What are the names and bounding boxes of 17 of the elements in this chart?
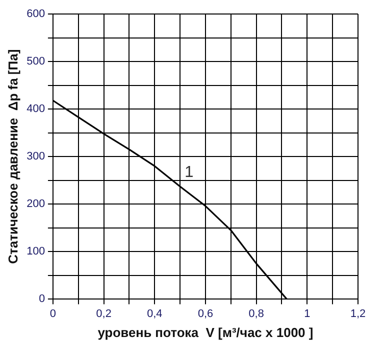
y-tick-label: 0 [38, 293, 45, 306]
y-tick-label: 200 [26, 198, 45, 210]
x-tick-label: 0,4 [146, 308, 162, 320]
x-tick-label: 1,2 [350, 308, 366, 320]
y-tick-label: 600 [26, 8, 45, 20]
x-axis-title: уровень потока V [м³/час x 1000 ] [98, 324, 314, 340]
x-tick-label: 0,2 [96, 308, 112, 320]
y-tick-label: 400 [26, 103, 45, 116]
series-label: 1 [184, 164, 194, 181]
x-tick-label: 0,6 [198, 308, 214, 320]
x-tick-label: 0 [50, 308, 56, 320]
y-axis-title: Статическое давление Δp fa [Па] [5, 49, 20, 264]
y-tick-label: 500 [26, 56, 45, 68]
y-tick-label: 300 [26, 150, 45, 163]
x-tick-label: 0,8 [248, 308, 264, 320]
x-tick-label: 1 [304, 308, 310, 320]
y-tick-label: 100 [26, 246, 45, 258]
